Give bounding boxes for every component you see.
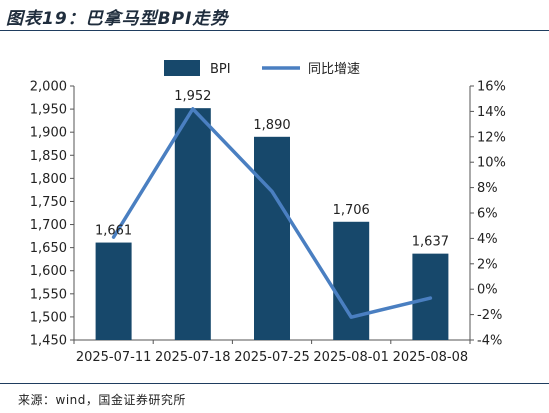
left-axis-tick-label: 1,750 [30,195,67,210]
bpi-data-label: 1,890 [253,118,290,133]
bar-series [95,108,449,341]
left-axis-tick-label: 1,650 [30,241,67,256]
line-series [111,107,433,319]
x-axis-tick-label: 2025-08-08 [393,350,469,365]
legend: BPI 同比增速 [164,60,360,77]
bpi-bar [174,108,211,341]
x-axis-tick-label: 2025-07-25 [234,350,310,365]
bpi-data-label: 1,952 [174,89,211,104]
title-divider [0,30,549,31]
left-axis-tick-label: 1,700 [30,218,67,233]
right-axis-tick-label: 6% [477,207,498,222]
chart-axes: 1,450 1,500 1,550 1,600 1,650 1,700 1,750 1,800… [30,80,506,366]
right-axis-tick-label: 12% [477,130,506,145]
bpi-data-label: 1,706 [333,203,370,218]
right-axis-tick-label: 2% [477,257,498,272]
right-axis-tick-label: 16% [477,80,506,95]
right-axis-tick-label: 8% [477,181,498,196]
chart-title: 图表19：巴拿马型BPI走势 [6,9,229,29]
yoy-growth-line [111,107,433,319]
bpi-data-label: 1,637 [412,235,449,250]
footer-divider [0,383,549,384]
right-axis-tick-label: 10% [477,156,506,171]
data-labels: 1,661 1,952 1,890 1,706 1,637 [95,89,449,249]
bpi-bar [254,136,290,340]
left-axis-tick-label: 1,550 [30,287,67,302]
left-axis-tick-label: 2,000 [30,80,67,95]
bpi-bar [333,221,370,340]
right-axis-tick-label: 4% [477,232,498,247]
bpi-data-label: 1,661 [95,224,132,239]
right-axis-tick-label: 0% [477,283,498,298]
legend-yoy-label: 同比增速 [308,62,360,77]
x-axis-tick-label: 2025-07-18 [155,350,231,365]
bpi-chart: BPI 同比增速 1,4501,5001,5501,6001,6501,7001,… [30,60,506,366]
x-axis-tick-label: 2025-08-01 [313,350,389,365]
right-axis-tick-label: 14% [477,105,506,120]
left-axis-tick-label: 1,500 [30,310,67,325]
right-axis-tick-label: -2% [477,308,502,323]
x-axis-tick-label: 2025-07-11 [76,350,152,365]
left-axis-tick-label: 1,850 [30,149,67,164]
left-axis-tick-label: 1,950 [30,103,67,118]
legend-bpi-label: BPI [210,62,231,77]
left-axis-tick-label: 1,800 [30,172,67,187]
legend-bpi-swatch [164,60,200,76]
left-axis-tick-label: 1,450 [30,334,67,349]
source-note: 来源：wind，国金证券研究所 [18,393,186,407]
bpi-bar [95,242,132,340]
right-axis-tick-label: -4% [477,334,502,349]
left-axis-tick-label: 1,600 [30,264,67,279]
left-axis-tick-label: 1,900 [30,126,67,141]
